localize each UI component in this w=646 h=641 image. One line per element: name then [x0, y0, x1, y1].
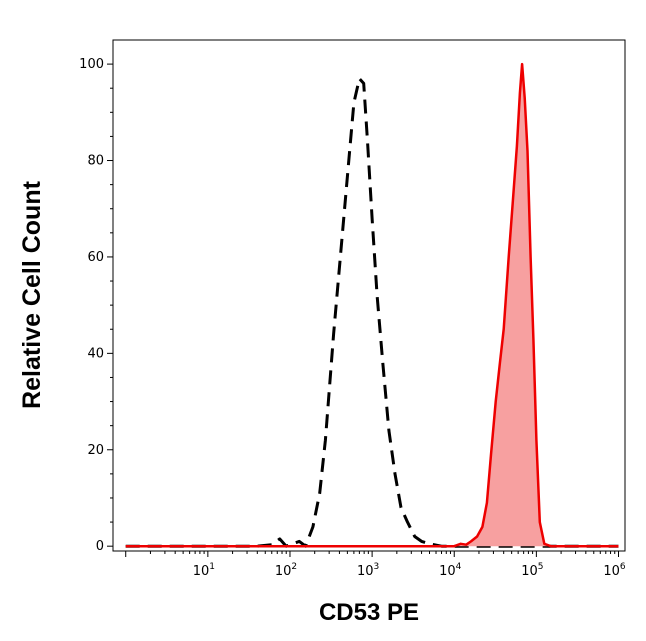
x-tick-label: 102 — [275, 562, 297, 579]
y-tick-label: 100 — [79, 57, 104, 72]
x-axis-ticks: 101 102 103 104 105 106 — [125, 551, 626, 579]
x-axis-title: CD53 PE — [319, 599, 419, 626]
y-tick-label: 0 — [96, 539, 104, 554]
y-tick-label: 20 — [87, 443, 104, 458]
y-axis-ticks: 0 20 40 60 80 100 — [79, 57, 113, 554]
y-tick-label: 60 — [87, 250, 104, 265]
x-tick-label: 106 — [603, 562, 626, 579]
series-1-line — [125, 62, 619, 548]
x-tick-label: 104 — [439, 562, 462, 579]
y-axis-title: Relative Cell Count — [18, 180, 46, 408]
plot-frame — [112, 39, 626, 552]
y-tick-label: 80 — [87, 154, 104, 169]
x-tick-label: 101 — [193, 562, 215, 579]
x-tick-label: 103 — [357, 562, 379, 579]
series-1-area — [125, 64, 619, 547]
y-tick-label: 40 — [87, 346, 104, 361]
series-0-line — [125, 77, 619, 548]
series-layer — [125, 62, 619, 548]
x-tick-label: 105 — [521, 562, 543, 579]
